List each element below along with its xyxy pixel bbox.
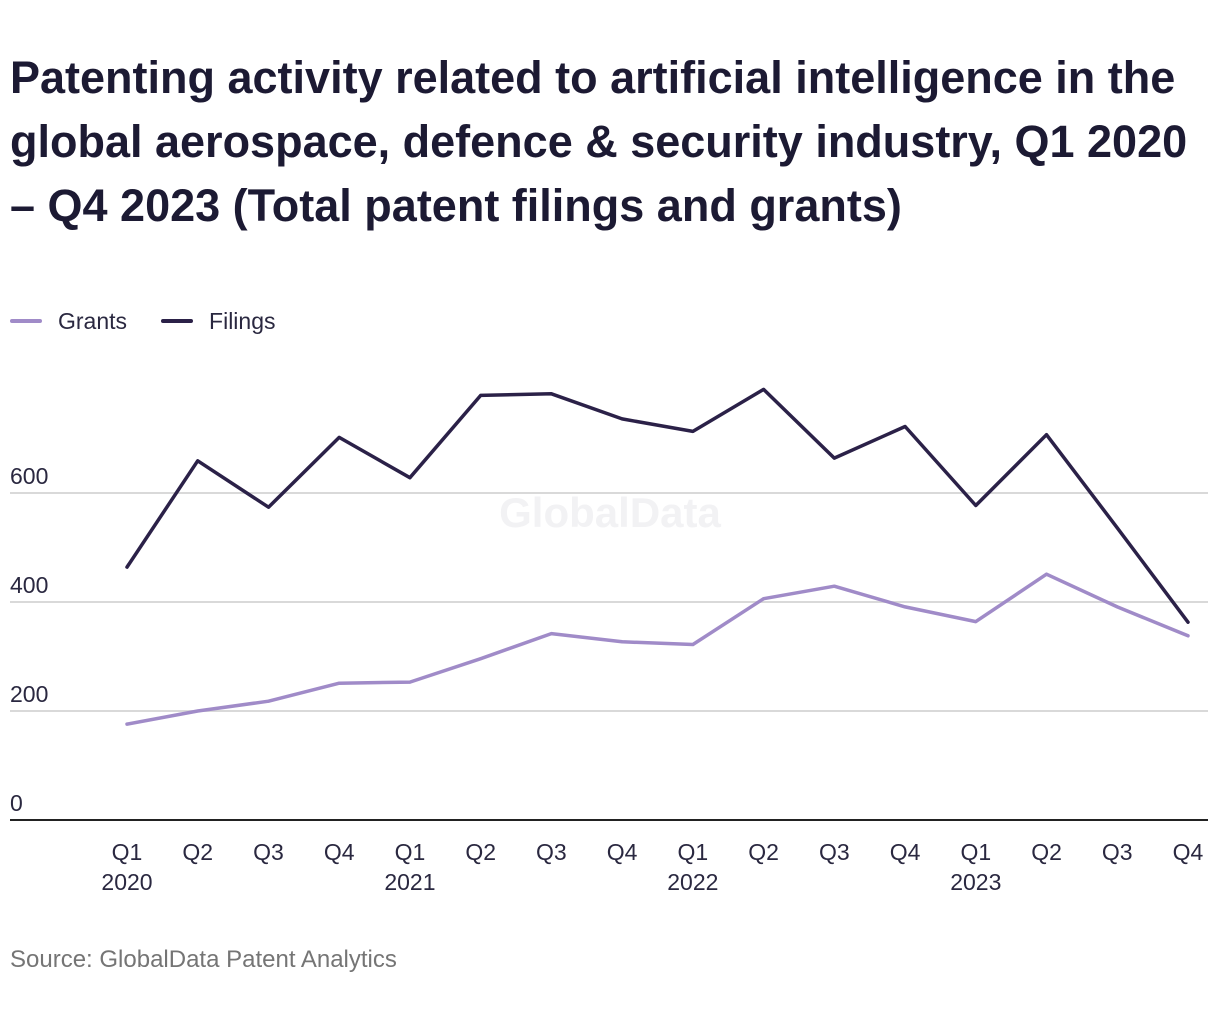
line-chart: GlobalData 0 200 400 600 Q1 2020 Q2 Q3 Q4 Q1 2021 Q2… <box>10 387 1208 895</box>
data-point-grants-1 <box>196 709 200 713</box>
legend-item-grants: Grants <box>10 308 127 335</box>
data-point-grants-8 <box>691 643 695 647</box>
data-point-filings-4 <box>408 476 412 480</box>
data-point-grants-10 <box>832 584 836 588</box>
x-tick-label-13: Q2 <box>1031 839 1062 865</box>
data-point-grants-15 <box>1186 634 1190 638</box>
data-point-filings-3 <box>337 435 341 439</box>
x-tick-label-9: Q2 <box>748 839 779 865</box>
chart-title: Patenting activity related to artificial… <box>10 52 1188 231</box>
data-point-grants-14 <box>1115 605 1119 609</box>
series-line-grants <box>125 572 1190 726</box>
x-tick-label-3: Q4 <box>324 839 355 865</box>
data-point-filings-13 <box>1045 433 1049 437</box>
y-tick-label-400: 400 <box>10 572 48 598</box>
data-point-filings-6 <box>549 392 553 396</box>
y-tick-label-200: 200 <box>10 681 48 707</box>
data-point-grants-9 <box>762 597 766 601</box>
legend-swatch-filings <box>161 319 194 323</box>
legend-item-filings: Filings <box>161 307 276 335</box>
source-note: Source: GlobalData Patent Analytics <box>10 946 397 973</box>
data-point-grants-2 <box>266 699 270 703</box>
data-point-filings-2 <box>266 505 270 509</box>
x-tick-label-1: Q2 <box>182 839 213 865</box>
series-line-filings <box>125 387 1190 624</box>
x-tick-label-8: Q1 <box>678 839 709 865</box>
data-point-filings-8 <box>691 429 695 433</box>
data-point-filings-7 <box>620 417 624 421</box>
data-point-filings-15 <box>1186 620 1190 624</box>
data-point-filings-11 <box>903 425 907 429</box>
y-tick-label-0: 0 <box>10 790 23 816</box>
data-point-filings-5 <box>479 393 483 397</box>
data-point-grants-5 <box>479 657 483 661</box>
data-point-filings-10 <box>832 456 836 460</box>
data-point-grants-3 <box>337 681 341 685</box>
x-tick-label-12: Q1 <box>960 839 991 865</box>
data-point-filings-9 <box>762 387 766 391</box>
y-tick-label-600: 600 <box>10 463 48 489</box>
legend-swatch-grants <box>10 319 42 323</box>
data-point-grants-11 <box>903 605 907 609</box>
data-point-grants-6 <box>549 632 553 636</box>
data-point-grants-13 <box>1045 572 1049 576</box>
data-point-grants-12 <box>974 620 978 624</box>
x-tick-label-6: Q3 <box>536 839 567 865</box>
data-point-filings-12 <box>974 504 978 508</box>
x-tick-label-15: Q4 <box>1173 839 1204 865</box>
data-point-filings-1 <box>196 459 200 463</box>
x-tick-label-4: Q1 <box>395 839 426 865</box>
data-point-filings-0 <box>125 565 129 569</box>
x-tick-label-14: Q3 <box>1102 839 1133 865</box>
x-tick-label-10: Q3 <box>819 839 850 865</box>
data-point-grants-4 <box>408 680 412 684</box>
legend-label-filings: Filings <box>209 307 276 334</box>
x-tick-label-11: Q4 <box>890 839 921 865</box>
legend-label-grants: Grants <box>58 307 128 334</box>
data-point-grants-7 <box>620 640 624 644</box>
watermark: GlobalData <box>499 489 721 536</box>
x-tick-year-12: 2023 <box>950 869 1001 895</box>
x-tick-label-7: Q4 <box>607 839 638 865</box>
x-tick-year-4: 2021 <box>384 869 435 895</box>
x-tick-year-0: 2020 <box>101 869 152 895</box>
x-tick-year-8: 2022 <box>667 869 718 895</box>
legend: Grants Filings <box>10 306 310 336</box>
x-tick-label-5: Q2 <box>465 839 496 865</box>
data-point-grants-0 <box>125 722 129 726</box>
data-point-filings-14 <box>1115 526 1119 530</box>
x-tick-label-0: Q1 <box>112 839 143 865</box>
x-tick-label-2: Q3 <box>253 839 284 865</box>
